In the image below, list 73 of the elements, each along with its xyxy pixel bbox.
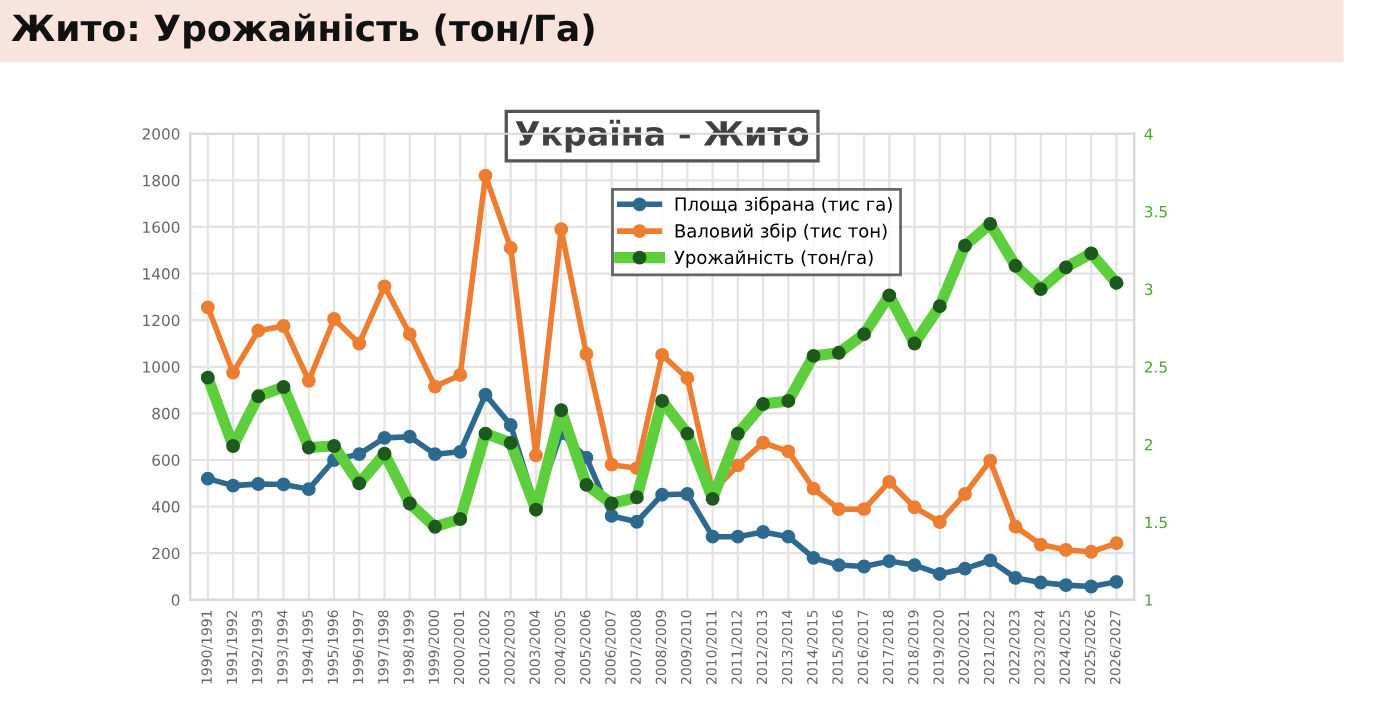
point: [226, 478, 241, 493]
legend-label: Урожайність (тон/га): [674, 250, 873, 268]
point: [983, 453, 998, 468]
point: [629, 514, 644, 529]
point: [857, 559, 871, 574]
point: [453, 444, 468, 459]
point: [402, 429, 417, 444]
point: [503, 241, 518, 255]
point: [806, 481, 821, 496]
point: [327, 312, 341, 326]
point: [831, 502, 846, 517]
point: [907, 500, 922, 515]
point: [1109, 536, 1124, 551]
point: [276, 477, 291, 492]
point: [831, 558, 846, 573]
point: [226, 365, 241, 380]
point: [377, 279, 392, 294]
point: [1084, 544, 1099, 559]
point: [579, 347, 594, 361]
point: [857, 502, 871, 517]
point: [478, 168, 493, 183]
point: [730, 529, 745, 544]
point: [806, 550, 821, 565]
point: [554, 222, 569, 237]
point: [428, 379, 442, 394]
point: [352, 336, 367, 351]
point: [882, 474, 897, 489]
legend-label: Валовий збір (тис тон): [675, 223, 887, 242]
point: [1033, 537, 1048, 552]
point: [1084, 579, 1099, 594]
point: [604, 508, 619, 523]
point: [251, 477, 266, 491]
point: [1059, 578, 1073, 593]
point: [200, 300, 215, 315]
point: [907, 558, 922, 573]
point: [1059, 543, 1073, 557]
point: [781, 444, 796, 459]
point: [983, 553, 998, 568]
point: [958, 561, 972, 576]
point: [1109, 574, 1124, 589]
point: [680, 487, 695, 501]
point: [655, 487, 670, 502]
point: [453, 367, 468, 382]
point: [604, 457, 619, 472]
point: [756, 435, 771, 450]
point: [301, 373, 316, 388]
point: [1008, 570, 1023, 585]
point: [301, 482, 316, 497]
point: [655, 347, 670, 362]
chart-subtitle: Україна - Жито: [515, 119, 809, 153]
point: [730, 458, 745, 473]
point: [756, 525, 771, 539]
point: [705, 529, 720, 544]
point: [680, 371, 695, 386]
point: [932, 567, 947, 581]
point: [352, 447, 367, 462]
point: [528, 448, 543, 463]
point: [276, 319, 291, 333]
point: [958, 487, 972, 501]
point: [251, 323, 266, 338]
point: [200, 471, 215, 486]
point: [882, 554, 897, 569]
point: [1008, 519, 1023, 534]
chart-title: Жито: Урожайність (тон/Га): [11, 13, 594, 49]
point: [402, 327, 417, 342]
point: [503, 418, 518, 432]
legend-label: Площа зібрана (тис га): [675, 196, 892, 215]
point: [1033, 575, 1048, 590]
point: [428, 447, 442, 462]
point: [478, 387, 493, 402]
point: [781, 529, 796, 544]
point: [377, 430, 392, 445]
point: [932, 515, 947, 529]
